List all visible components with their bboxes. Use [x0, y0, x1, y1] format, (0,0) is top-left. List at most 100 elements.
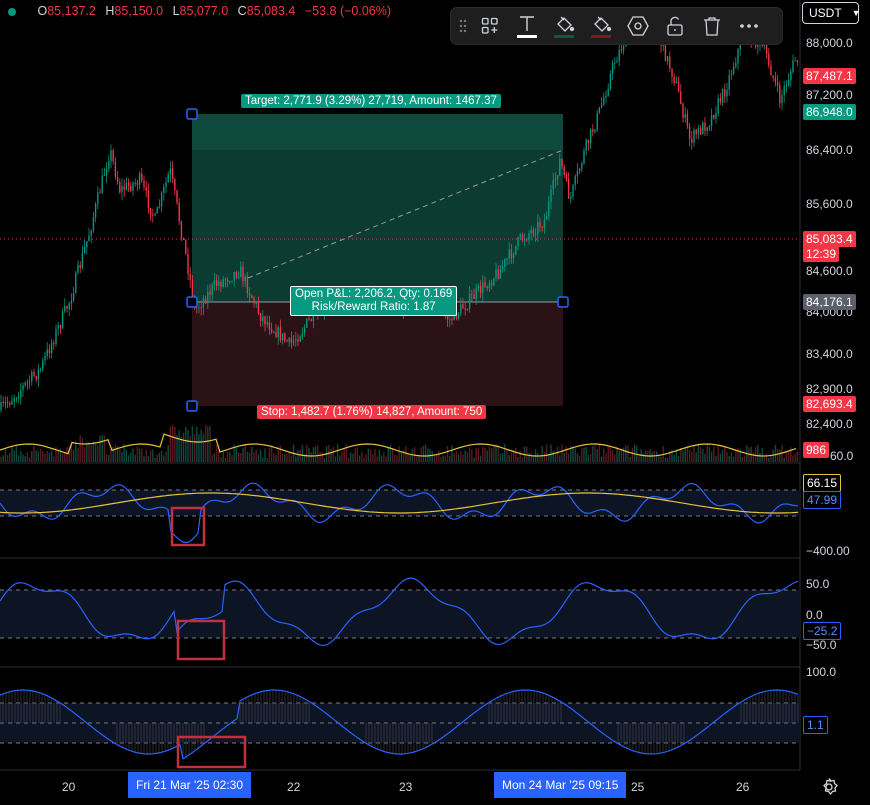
ind1-yellow-value: 66.15: [803, 474, 842, 492]
volume-bar: [620, 448, 623, 462]
volume-bar: [759, 453, 761, 462]
volume-bar: [389, 445, 392, 462]
volume-bar: [479, 455, 482, 462]
candle-body: [303, 327, 306, 333]
candle-body: [460, 304, 462, 314]
border-color-icon[interactable]: [583, 8, 619, 44]
candle-body: [739, 40, 741, 50]
candle-body: [565, 174, 568, 179]
text-icon[interactable]: [509, 8, 545, 44]
candle-body: [253, 297, 255, 304]
lock-open-icon[interactable]: [657, 8, 693, 44]
candle-body: [728, 75, 730, 90]
volume-bar: [677, 455, 680, 462]
target-label[interactable]: Target: 2,771.9 (3.29%) 27,719, Amount: …: [241, 94, 501, 108]
volume-bar: [97, 445, 99, 462]
candle-body: [15, 397, 18, 399]
volume-bar: [334, 456, 337, 462]
volume-bar: [508, 454, 510, 462]
volume-bar: [358, 455, 361, 462]
fill-bucket-icon[interactable]: [546, 8, 582, 44]
volume-bar: [233, 444, 235, 462]
candle-body: [682, 104, 684, 118]
candle-body: [154, 213, 156, 216]
volume-bar: [631, 448, 634, 462]
volume-bar: [660, 456, 662, 462]
volume-bar: [240, 452, 242, 462]
volume-bar: [246, 451, 249, 462]
candle-body: [704, 122, 706, 131]
candle-body: [664, 41, 667, 62]
settings-hexagon-icon[interactable]: [620, 8, 656, 44]
volume-bar: [466, 451, 469, 462]
volume-bar: [268, 447, 271, 462]
add-to-layout-icon[interactable]: [472, 8, 508, 44]
volume-bar: [446, 445, 449, 462]
currency-selector[interactable]: USDT ▼: [802, 2, 861, 24]
price-axis-label: 87,200.0: [806, 88, 853, 102]
volume-bar: [174, 426, 176, 462]
volume-bar: [655, 451, 658, 462]
volume-bar: [211, 454, 213, 462]
volume-bar: [79, 435, 81, 462]
candle-body: [147, 190, 150, 209]
volume-bar: [464, 450, 466, 462]
candle-body: [266, 322, 268, 325]
candle-body: [57, 325, 59, 330]
candle-body: [275, 331, 277, 338]
candle-body: [103, 175, 106, 177]
volume-bar: [592, 446, 594, 462]
candle-body: [165, 182, 167, 188]
volume-bar: [594, 445, 596, 462]
volume-bar: [77, 447, 79, 462]
candle-body: [31, 372, 33, 382]
volume-bar: [449, 455, 451, 462]
volume-bar: [541, 446, 543, 462]
drag-handle-icon[interactable]: [455, 8, 471, 44]
volume-bar: [9, 452, 11, 462]
volume-bar: [70, 445, 73, 462]
volume-bar: [277, 446, 279, 462]
candle-body: [477, 285, 480, 289]
time-axis-label: 22: [287, 780, 301, 794]
candle-body: [609, 73, 612, 89]
settings-gear-icon[interactable]: [819, 777, 839, 802]
volume-bar: [596, 449, 598, 462]
volume-bar: [501, 453, 504, 462]
volume-bar: [319, 452, 321, 462]
volume-bar: [90, 445, 92, 462]
volume-bar: [743, 455, 746, 462]
open-pnl-label[interactable]: Open P&L: 2,206.2, Qty: 0.169 Risk/Rewar…: [290, 286, 458, 316]
volume-bar: [123, 444, 125, 462]
volume-bar: [270, 445, 273, 462]
candle-body: [211, 284, 213, 295]
candle-body: [229, 281, 231, 283]
candle-body: [548, 201, 550, 217]
volume-bar: [510, 452, 513, 462]
entry-price-tag: 84,176.1: [803, 294, 856, 310]
candle-body: [204, 298, 207, 304]
volume-bar: [24, 455, 26, 462]
volume-bar: [486, 450, 488, 462]
candle-body: [724, 88, 726, 97]
price-axis-label: 84,600.0: [806, 264, 853, 278]
candle-body: [105, 168, 108, 176]
volume-bar: [336, 444, 339, 462]
more-icon[interactable]: [731, 8, 767, 44]
candle-body: [308, 318, 310, 320]
stop-label[interactable]: Stop: 1,482.7 (1.76%) 14,827, Amount: 75…: [257, 405, 487, 419]
trash-icon[interactable]: [694, 8, 730, 44]
volume-bar: [772, 449, 774, 462]
volume-bar: [675, 449, 678, 462]
volume-bar: [627, 445, 629, 462]
candle-body: [297, 339, 299, 342]
volume-bar: [64, 452, 66, 462]
time-selection-end: Mon 24 Mar '25 09:15: [494, 772, 627, 798]
candle-body: [189, 273, 191, 281]
volume-bar: [145, 449, 147, 462]
candle-body: [554, 179, 557, 181]
ind3-value: 1.1: [803, 716, 828, 734]
candle-body: [526, 239, 528, 241]
candle-body: [545, 216, 548, 220]
